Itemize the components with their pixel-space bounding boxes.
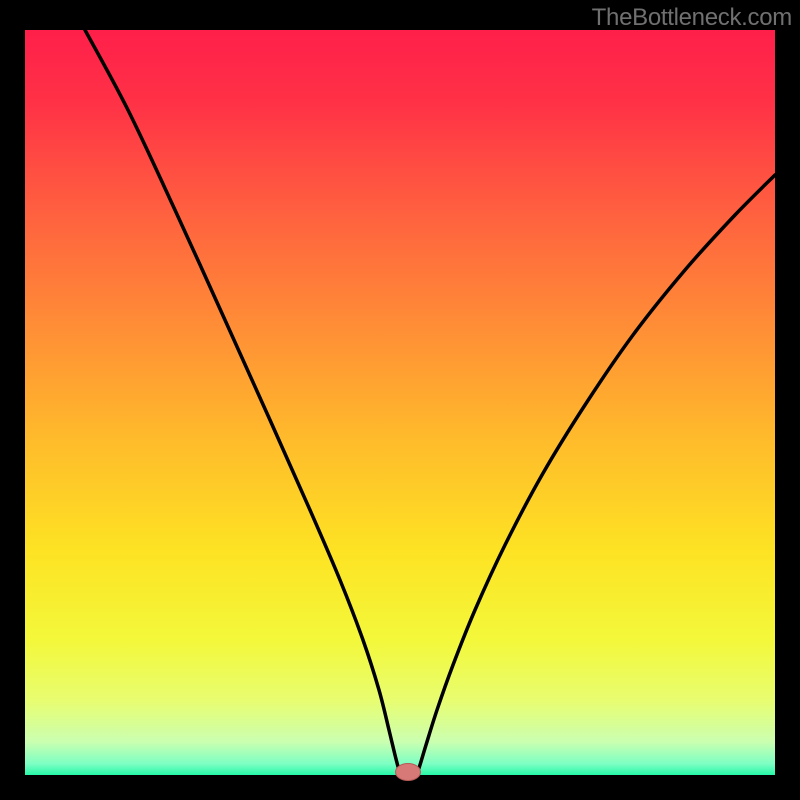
curve-left-branch xyxy=(85,30,401,774)
watermark-text: TheBottleneck.com xyxy=(592,4,792,32)
minimum-marker xyxy=(395,763,421,781)
bottleneck-curve xyxy=(0,0,800,800)
curve-right-branch xyxy=(416,175,775,774)
